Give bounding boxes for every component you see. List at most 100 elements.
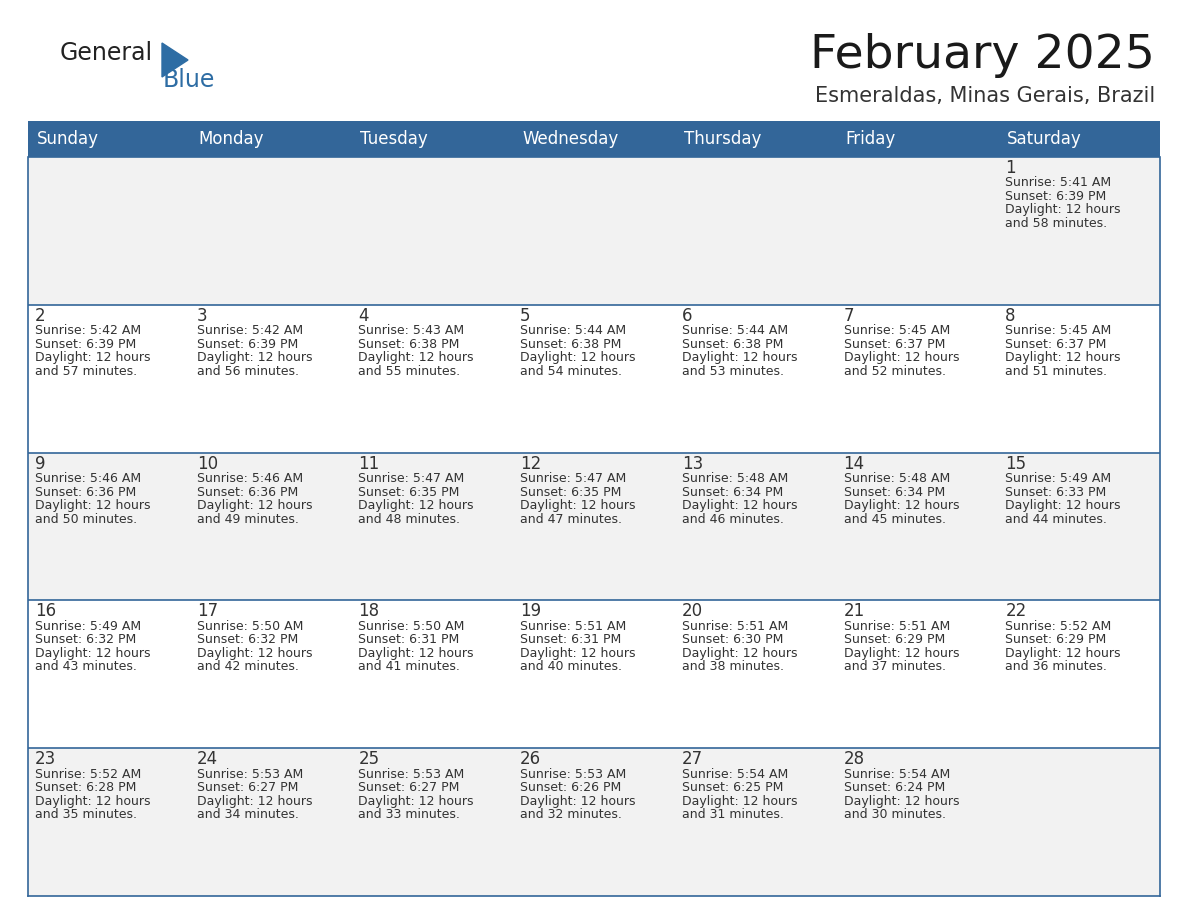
Text: and 32 minutes.: and 32 minutes. [520, 808, 623, 822]
Text: Daylight: 12 hours: Daylight: 12 hours [359, 647, 474, 660]
Text: Sunrise: 5:43 AM: Sunrise: 5:43 AM [359, 324, 465, 337]
Text: Sunrise: 5:53 AM: Sunrise: 5:53 AM [197, 767, 303, 780]
Text: Sunrise: 5:51 AM: Sunrise: 5:51 AM [682, 620, 788, 633]
Text: and 30 minutes.: and 30 minutes. [843, 808, 946, 822]
Bar [998, 453, 1159, 600]
Text: Sunrise: 5:48 AM: Sunrise: 5:48 AM [843, 472, 950, 485]
Text: 20: 20 [682, 602, 703, 621]
Text: Sunset: 6:36 PM: Sunset: 6:36 PM [197, 486, 298, 498]
Text: 8: 8 [1005, 307, 1016, 325]
Text: Thursday: Thursday [684, 130, 762, 148]
Text: Sunrise: 5:42 AM: Sunrise: 5:42 AM [34, 324, 141, 337]
Text: and 56 minutes.: and 56 minutes. [197, 364, 298, 378]
Bar [675, 121, 836, 157]
Text: Daylight: 12 hours: Daylight: 12 hours [520, 647, 636, 660]
Bar [190, 453, 352, 600]
Text: and 38 minutes.: and 38 minutes. [682, 660, 784, 674]
Text: Sunrise: 5:46 AM: Sunrise: 5:46 AM [34, 472, 141, 485]
Text: Daylight: 12 hours: Daylight: 12 hours [197, 647, 312, 660]
Text: Sunrise: 5:52 AM: Sunrise: 5:52 AM [1005, 620, 1112, 633]
Bar [513, 600, 675, 748]
Text: 3: 3 [197, 307, 208, 325]
Text: 9: 9 [34, 454, 45, 473]
Text: Sunset: 6:35 PM: Sunset: 6:35 PM [359, 486, 460, 498]
Bar [29, 600, 190, 748]
Text: Daylight: 12 hours: Daylight: 12 hours [359, 352, 474, 364]
Text: Daylight: 12 hours: Daylight: 12 hours [682, 499, 797, 512]
Text: Sunset: 6:25 PM: Sunset: 6:25 PM [682, 781, 783, 794]
Text: and 42 minutes.: and 42 minutes. [197, 660, 298, 674]
Text: General: General [61, 41, 153, 65]
Text: Friday: Friday [846, 130, 896, 148]
Text: Sunset: 6:28 PM: Sunset: 6:28 PM [34, 781, 137, 794]
Text: and 57 minutes.: and 57 minutes. [34, 364, 137, 378]
Bar [29, 305, 190, 453]
Text: Sunrise: 5:41 AM: Sunrise: 5:41 AM [1005, 176, 1112, 189]
Bar [513, 121, 675, 157]
Text: Sunset: 6:34 PM: Sunset: 6:34 PM [682, 486, 783, 498]
Text: Sunrise: 5:47 AM: Sunrise: 5:47 AM [359, 472, 465, 485]
Text: 5: 5 [520, 307, 531, 325]
Bar [836, 748, 998, 896]
Text: Monday: Monday [198, 130, 264, 148]
Text: Sunset: 6:33 PM: Sunset: 6:33 PM [1005, 486, 1106, 498]
Bar [675, 748, 836, 896]
Text: and 43 minutes.: and 43 minutes. [34, 660, 137, 674]
Text: 19: 19 [520, 602, 542, 621]
Bar [998, 305, 1159, 453]
Text: Sunrise: 5:49 AM: Sunrise: 5:49 AM [34, 620, 141, 633]
Text: Daylight: 12 hours: Daylight: 12 hours [520, 499, 636, 512]
Text: 2: 2 [34, 307, 45, 325]
Text: Sunset: 6:38 PM: Sunset: 6:38 PM [682, 338, 783, 351]
Text: and 34 minutes.: and 34 minutes. [197, 808, 298, 822]
Text: Sunrise: 5:45 AM: Sunrise: 5:45 AM [1005, 324, 1112, 337]
Text: Sunset: 6:35 PM: Sunset: 6:35 PM [520, 486, 621, 498]
Bar [29, 453, 190, 600]
Text: Daylight: 12 hours: Daylight: 12 hours [843, 499, 959, 512]
Bar [352, 157, 513, 305]
Text: Sunset: 6:24 PM: Sunset: 6:24 PM [843, 781, 944, 794]
Text: and 53 minutes.: and 53 minutes. [682, 364, 784, 378]
Bar [675, 600, 836, 748]
Text: Sunset: 6:37 PM: Sunset: 6:37 PM [843, 338, 944, 351]
Text: 28: 28 [843, 750, 865, 768]
Text: Daylight: 12 hours: Daylight: 12 hours [34, 647, 151, 660]
Text: 21: 21 [843, 602, 865, 621]
Text: and 51 minutes.: and 51 minutes. [1005, 364, 1107, 378]
Bar [675, 305, 836, 453]
Text: and 52 minutes.: and 52 minutes. [843, 364, 946, 378]
Bar [352, 453, 513, 600]
Text: and 46 minutes.: and 46 minutes. [682, 512, 784, 526]
Text: Sunrise: 5:52 AM: Sunrise: 5:52 AM [34, 767, 141, 780]
Text: and 54 minutes.: and 54 minutes. [520, 364, 623, 378]
Text: 26: 26 [520, 750, 542, 768]
Text: Sunrise: 5:49 AM: Sunrise: 5:49 AM [1005, 472, 1112, 485]
Bar [675, 453, 836, 600]
Text: 24: 24 [197, 750, 217, 768]
Bar [190, 748, 352, 896]
Text: Sunset: 6:39 PM: Sunset: 6:39 PM [197, 338, 298, 351]
Bar [998, 157, 1159, 305]
Text: Sunset: 6:27 PM: Sunset: 6:27 PM [197, 781, 298, 794]
Text: 15: 15 [1005, 454, 1026, 473]
Text: and 37 minutes.: and 37 minutes. [843, 660, 946, 674]
Text: Sunrise: 5:42 AM: Sunrise: 5:42 AM [197, 324, 303, 337]
Text: Sunset: 6:38 PM: Sunset: 6:38 PM [520, 338, 621, 351]
Bar [190, 305, 352, 453]
Bar [29, 748, 190, 896]
Text: Sunrise: 5:53 AM: Sunrise: 5:53 AM [359, 767, 465, 780]
Bar [352, 305, 513, 453]
Text: Sunday: Sunday [37, 130, 99, 148]
Text: Daylight: 12 hours: Daylight: 12 hours [520, 795, 636, 808]
Text: Daylight: 12 hours: Daylight: 12 hours [34, 352, 151, 364]
Text: and 55 minutes.: and 55 minutes. [359, 364, 461, 378]
Text: Daylight: 12 hours: Daylight: 12 hours [843, 795, 959, 808]
Text: Sunset: 6:31 PM: Sunset: 6:31 PM [359, 633, 460, 646]
Text: and 33 minutes.: and 33 minutes. [359, 808, 460, 822]
Text: Sunset: 6:38 PM: Sunset: 6:38 PM [359, 338, 460, 351]
Text: Sunrise: 5:50 AM: Sunrise: 5:50 AM [197, 620, 303, 633]
Polygon shape [162, 43, 188, 77]
Bar [836, 121, 998, 157]
Text: Daylight: 12 hours: Daylight: 12 hours [843, 352, 959, 364]
Text: and 41 minutes.: and 41 minutes. [359, 660, 460, 674]
